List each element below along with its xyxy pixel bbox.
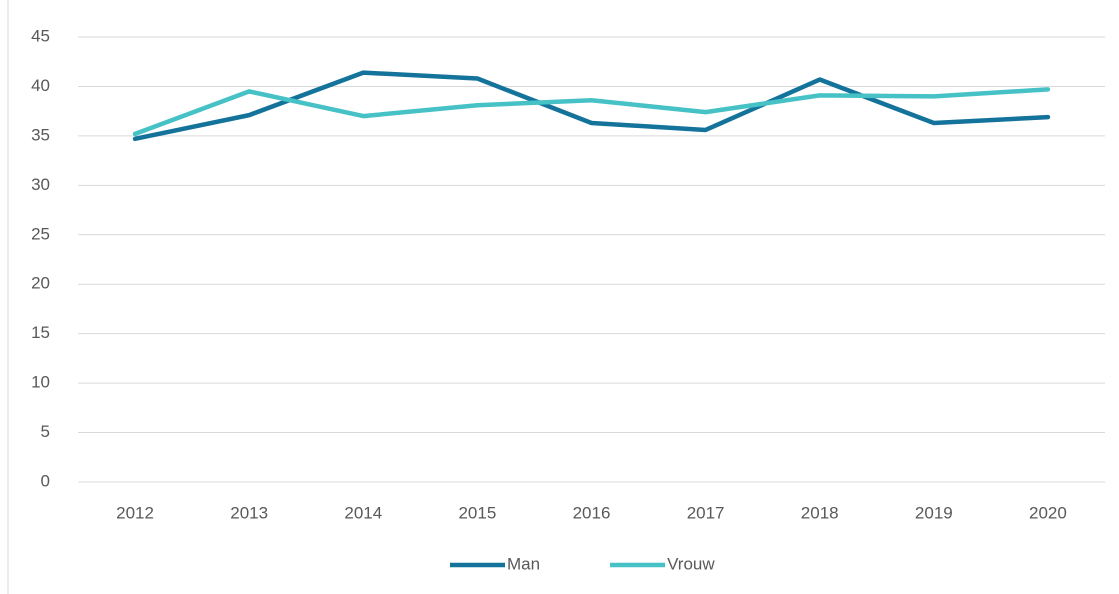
- x-tick-label: 2015: [458, 503, 496, 522]
- x-tick-label: 2018: [801, 503, 839, 522]
- y-tick-label: 10: [31, 373, 50, 392]
- y-tick-label: 45: [31, 26, 50, 45]
- data-line: [132, 70, 1051, 142]
- y-tick-label: 20: [31, 274, 50, 293]
- x-tick-label: 2016: [573, 503, 611, 522]
- x-tick-label: 2019: [915, 503, 953, 522]
- legend-label: Man: [507, 554, 540, 573]
- y-tick-label: 30: [31, 175, 50, 194]
- y-tick-label: 5: [41, 422, 50, 441]
- x-tick-label: 2020: [1029, 503, 1067, 522]
- y-tick-label: 40: [31, 76, 50, 95]
- y-tick-label: 15: [31, 323, 50, 342]
- y-tick-label: 0: [41, 471, 50, 490]
- x-tick-label: 2014: [344, 503, 382, 522]
- y-tick-label: 35: [31, 125, 50, 144]
- x-tick-label: 2013: [230, 503, 268, 522]
- y-tick-label: 25: [31, 224, 50, 243]
- legend-label: Vrouw: [667, 554, 715, 573]
- x-tick-label: 2017: [687, 503, 725, 522]
- data-line: [132, 87, 1051, 137]
- x-tick-label: 2012: [116, 503, 154, 522]
